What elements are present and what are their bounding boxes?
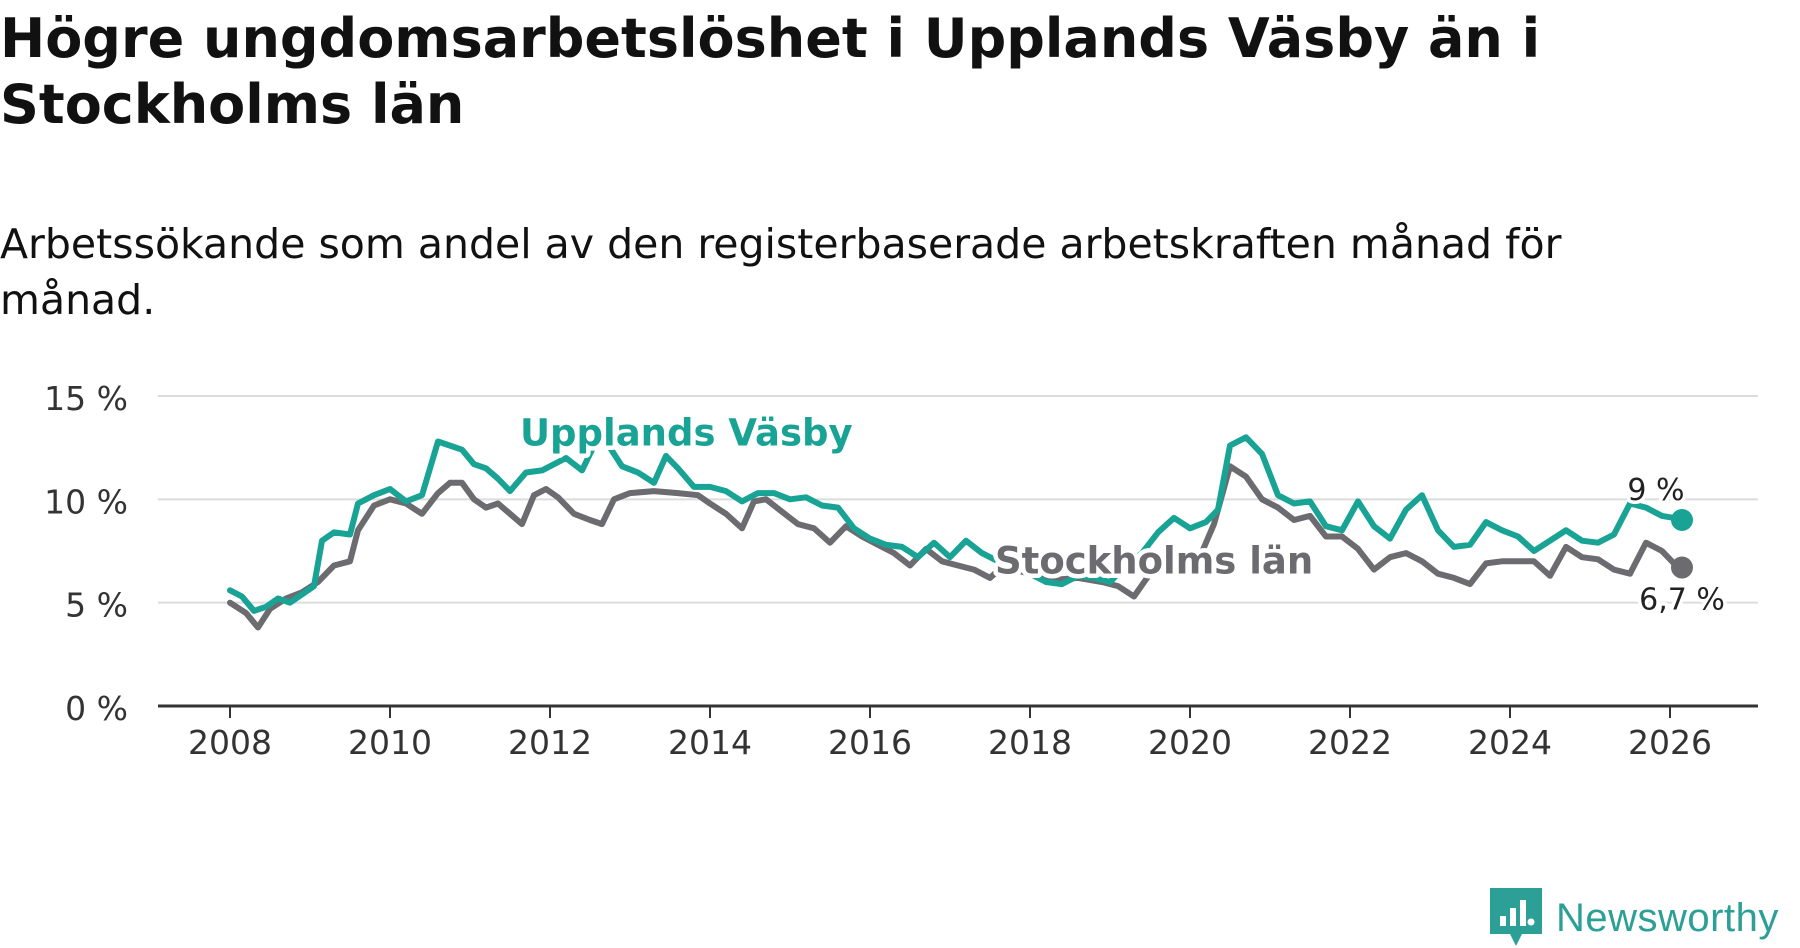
line-chart: 0 %5 %10 %15 % 2008 2010 2012 2014 2016 2018 2… <box>44 379 1758 762</box>
series-name-label: Stockholms län <box>995 540 1313 583</box>
x-tick-label: 2014 <box>668 723 752 762</box>
y-tick-label: 15 % <box>44 379 128 418</box>
series-lines <box>227 434 1693 631</box>
series-name-label: Upplands Väsby <box>520 412 853 455</box>
newsworthy-logo: Newsworthy <box>1490 888 1779 948</box>
x-axis-tick-labels: 2008 2010 2012 2014 2016 2018 2020 2022 2024 2026 <box>188 723 1712 762</box>
brand-name: Newsworthy <box>1556 895 1779 940</box>
chart-title: Högre ungdomsarbetslöshet i Upplands Väs… <box>0 7 1541 136</box>
x-tick-label: 2024 <box>1468 723 1552 762</box>
series-labels: 6,7 % 9 % Stockholms län Upplands Väsby <box>516 407 1729 621</box>
x-tick-label: 2018 <box>988 723 1072 762</box>
x-tick-label: 2008 <box>188 723 272 762</box>
x-axis <box>158 704 1758 718</box>
x-tick-label: 2022 <box>1308 723 1392 762</box>
y-tick-label: 5 % <box>65 586 128 625</box>
y-tick-label: 10 % <box>44 482 128 521</box>
newsworthy-logo-icon <box>1490 888 1542 946</box>
chart-subtitle: Arbetssökande som andel av den registerb… <box>0 220 1562 324</box>
grid-lines <box>158 395 1758 604</box>
x-tick-label: 2016 <box>828 723 912 762</box>
series-end-marker <box>1671 509 1693 531</box>
y-tick-label: 0 % <box>65 689 128 728</box>
x-tick-label: 2012 <box>508 723 592 762</box>
y-axis-tick-labels: 0 % 5 % 10 % 15 % <box>44 379 128 728</box>
x-tick-label: 2010 <box>348 723 432 762</box>
series-line-upplands-vasby <box>227 434 1685 614</box>
series-end-value-label: 9 % <box>1627 473 1684 508</box>
series-end-value-label: 6,7 % <box>1639 583 1725 618</box>
x-tick-label: 2020 <box>1148 723 1232 762</box>
x-tick-label: 2026 <box>1628 723 1712 762</box>
series-end-marker <box>1671 556 1693 579</box>
